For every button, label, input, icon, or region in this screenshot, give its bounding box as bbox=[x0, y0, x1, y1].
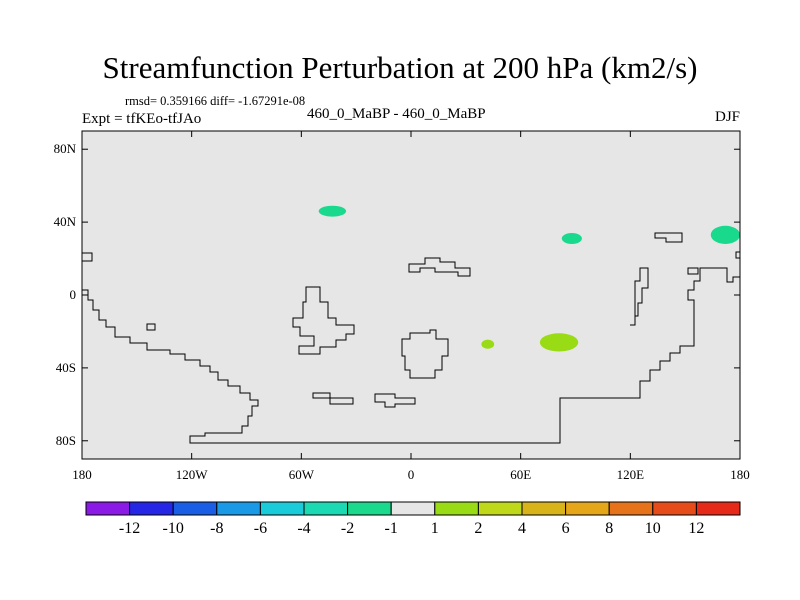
lon-tick-label: 180 bbox=[730, 467, 750, 482]
lon-tick-label: 60E bbox=[510, 467, 531, 482]
experiment-label: Expt = tfKEo-tfJAo bbox=[82, 111, 202, 127]
colorbar-box bbox=[652, 501, 697, 516]
colorbar-box bbox=[390, 501, 436, 516]
coastline-southern-indian bbox=[630, 267, 649, 326]
coastlines bbox=[82, 232, 740, 444]
colorbar-boxes bbox=[85, 501, 741, 516]
lon-tick-label: 0 bbox=[408, 467, 415, 482]
coastline-west-edge bbox=[82, 252, 93, 262]
colorbar-box bbox=[129, 501, 174, 516]
lon-tick-label: 120W bbox=[176, 467, 209, 482]
colorbar-box bbox=[608, 501, 654, 516]
colorbar-label: 2 bbox=[474, 520, 482, 537]
colorbar-box bbox=[521, 501, 567, 516]
plot-title: Streamfunction Perturbation at 200 hPa (… bbox=[102, 50, 698, 85]
colorbar-box bbox=[259, 501, 305, 516]
colorbar-label: 10 bbox=[645, 520, 661, 537]
colorbar-label: 1 bbox=[431, 520, 439, 537]
colorbar: -12 -10 -8 -6 -4 -2 -1 1 2 4 6 8 10 12 bbox=[85, 501, 741, 537]
colorbar-box bbox=[477, 501, 523, 516]
colorbar-label: -4 bbox=[297, 520, 310, 537]
lat-tick-label: 0 bbox=[70, 287, 77, 302]
coastline-south-atlantic-a bbox=[312, 392, 354, 405]
anomaly-patch-east-asia bbox=[561, 233, 582, 244]
coastline-east-edge bbox=[735, 251, 740, 259]
coastline-west-island bbox=[146, 323, 156, 331]
colorbar-box bbox=[565, 501, 610, 516]
lon-tick-label: 180 bbox=[72, 467, 92, 482]
lat-tick-label: 40N bbox=[54, 214, 77, 229]
anomaly-patch-north-pacific bbox=[710, 225, 741, 244]
colorbar-label: 6 bbox=[562, 520, 570, 537]
colorbar-box bbox=[303, 501, 349, 516]
colorbar-label: 8 bbox=[605, 520, 613, 537]
map-panel: 80N 40N 0 40S 80S 180 120W 60W 0 60E 120E 180 bbox=[54, 130, 750, 482]
colorbar-box bbox=[85, 501, 131, 516]
anomaly-patch-south-indian-large bbox=[539, 333, 579, 352]
coastline-atlantic-ridge bbox=[292, 286, 355, 355]
axis-tick-labels: 80N 40N 0 40S 80S 180 120W 60W 0 60E 120E 180 bbox=[54, 141, 750, 482]
colorbar-box bbox=[172, 501, 218, 516]
coastline-australia-west bbox=[654, 232, 683, 243]
colorbar-labels: -12 -10 -8 -6 -4 -2 -1 1 2 4 6 8 10 12 bbox=[119, 520, 704, 537]
axis-ticks bbox=[81, 131, 741, 459]
anomaly-patch-south-indian-small bbox=[481, 339, 495, 349]
anomaly-patches bbox=[318, 205, 741, 352]
coastline-africa-south bbox=[401, 329, 449, 379]
lat-tick-label: 80N bbox=[54, 141, 77, 156]
colorbar-label: 12 bbox=[688, 520, 704, 537]
lat-tick-label: 40S bbox=[56, 360, 76, 375]
lon-tick-label: 120E bbox=[617, 467, 645, 482]
case-label: 460_0_MaBP - 460_0_MaBP bbox=[307, 106, 486, 122]
colorbar-label: 4 bbox=[518, 520, 526, 537]
colorbar-box bbox=[695, 501, 741, 516]
colorbar-label: -10 bbox=[163, 520, 184, 537]
anomaly-patch-north-atlantic bbox=[318, 205, 347, 217]
coastline-small-island-east bbox=[687, 267, 699, 275]
colorbar-box bbox=[347, 501, 392, 516]
colorbar-box bbox=[216, 501, 261, 516]
colorbar-label: -12 bbox=[119, 520, 140, 537]
season-label: DJF bbox=[714, 109, 740, 125]
lon-tick-label: 60W bbox=[289, 467, 315, 482]
map-background bbox=[82, 131, 740, 459]
coastline-south-america bbox=[82, 267, 740, 444]
colorbar-label: -6 bbox=[254, 520, 267, 537]
lat-tick-label: 80S bbox=[56, 433, 76, 448]
rmsd-diff-stats: rmsd= 0.359166 diff= -1.67291e-08 bbox=[125, 94, 306, 108]
coastline-south-atlantic-b bbox=[374, 393, 416, 408]
colorbar-label: -8 bbox=[210, 520, 223, 537]
colorbar-label: -2 bbox=[341, 520, 354, 537]
colorbar-box bbox=[434, 501, 479, 516]
colorbar-label: -1 bbox=[385, 520, 398, 537]
coastline-africa-north bbox=[408, 257, 471, 277]
